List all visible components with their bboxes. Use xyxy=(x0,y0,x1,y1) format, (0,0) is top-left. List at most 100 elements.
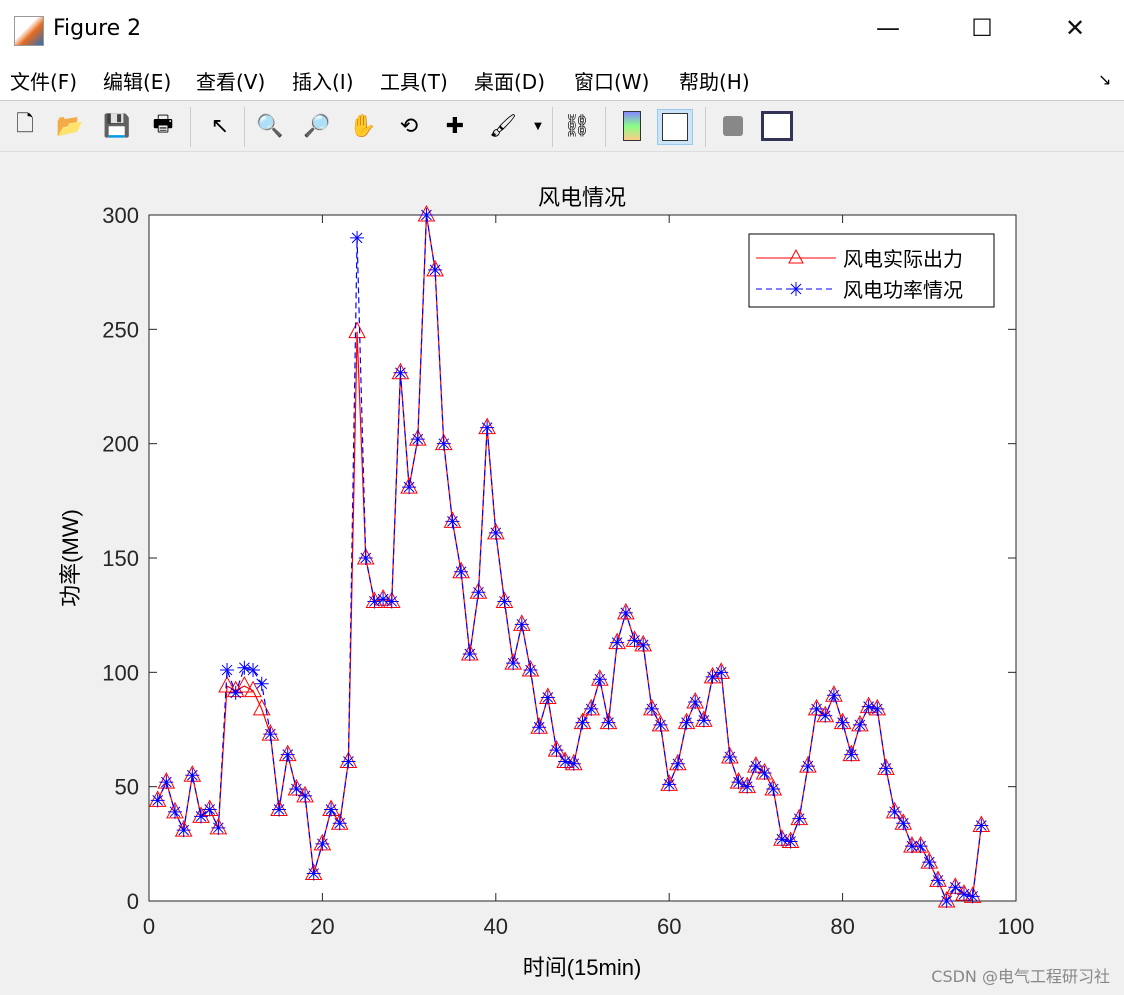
triangle-marker xyxy=(235,675,254,693)
maximize-button[interactable]: ☐ xyxy=(971,14,993,42)
asterisk-marker xyxy=(696,713,711,728)
zoom-out-icon[interactable]: 🔎 xyxy=(303,113,331,139)
show-plot-tools-icon[interactable] xyxy=(760,109,794,143)
asterisk-marker xyxy=(402,480,417,495)
menu-edit[interactable]: 编辑(E) xyxy=(103,70,172,94)
data-cursor-icon[interactable]: ✚ xyxy=(445,113,465,139)
menu-tools[interactable]: 工具(T) xyxy=(380,70,448,94)
asterisk-marker xyxy=(722,749,737,764)
asterisk-marker xyxy=(861,699,876,714)
asterisk-marker xyxy=(826,688,841,703)
x-tick-label: 60 xyxy=(657,914,681,939)
menu-window[interactable]: 窗口(W) xyxy=(574,70,650,94)
legend-icon[interactable] xyxy=(657,109,693,145)
series-line-power xyxy=(157,214,982,903)
asterisk-marker xyxy=(176,823,191,838)
asterisk-marker xyxy=(211,820,226,835)
menu-file[interactable]: 文件(F) xyxy=(10,70,78,94)
legend: 风电实际出力 风电功率情况 xyxy=(748,233,995,308)
asterisk-marker xyxy=(670,756,685,771)
asterisk-marker xyxy=(298,788,313,803)
asterisk-marker xyxy=(965,889,980,904)
chart-title: 风电情况 xyxy=(538,185,626,210)
asterisk-marker xyxy=(289,781,304,796)
asterisk-marker xyxy=(800,759,815,774)
asterisk-marker xyxy=(653,717,668,732)
pointer-icon[interactable]: ↖ xyxy=(210,113,230,139)
y-tick-label: 50 xyxy=(115,775,139,800)
menu-view[interactable]: 查看(V) xyxy=(196,70,266,94)
zoom-in-icon[interactable]: 🔍 xyxy=(256,113,284,139)
asterisk-marker xyxy=(350,230,365,245)
asterisk-marker xyxy=(454,564,469,579)
asterisk-marker xyxy=(523,663,538,678)
hide-plot-tools-icon[interactable] xyxy=(716,109,750,143)
triangle-marker xyxy=(252,698,271,716)
rotate-icon[interactable]: ⟲ xyxy=(399,113,419,139)
asterisk-marker xyxy=(332,816,347,831)
asterisk-marker xyxy=(410,432,425,447)
asterisk-marker xyxy=(939,894,954,908)
asterisk-marker xyxy=(514,617,529,632)
dock-icon[interactable]: ↘ xyxy=(1098,70,1112,89)
asterisk-marker xyxy=(974,818,989,833)
triangle-marker xyxy=(348,321,366,339)
menu-insert[interactable]: 插入(I) xyxy=(292,70,354,94)
asterisk-marker xyxy=(462,647,477,662)
open-icon[interactable]: 📂 xyxy=(56,113,84,139)
asterisk-marker xyxy=(358,551,373,565)
asterisk-marker xyxy=(809,701,824,716)
asterisk-marker xyxy=(618,605,633,620)
asterisk-marker xyxy=(280,747,295,762)
asterisk-marker xyxy=(844,747,859,762)
asterisk-marker xyxy=(757,765,772,780)
asterisk-marker xyxy=(436,436,451,451)
asterisk-marker xyxy=(774,832,789,847)
asterisk-marker xyxy=(558,754,573,769)
link-icon[interactable]: ⛓ xyxy=(563,113,591,139)
asterisk-marker xyxy=(766,781,781,796)
brush-dropdown-icon[interactable]: ▼ xyxy=(534,120,542,132)
asterisk-marker xyxy=(254,676,269,691)
title-bar: Figure 2 — ☐ ✕ xyxy=(0,0,1124,56)
colorbar-icon[interactable] xyxy=(615,109,649,143)
asterisk-marker xyxy=(341,754,356,769)
brush-icon[interactable]: 🖌 xyxy=(489,113,517,139)
menu-bar: 文件(F) 编辑(E) 查看(V) 插入(I) 工具(T) 桌面(D) 窗口(W… xyxy=(0,56,1124,101)
x-tick-label: 0 xyxy=(143,914,155,939)
asterisk-marker xyxy=(740,779,755,794)
asterisk-marker xyxy=(532,720,547,735)
minimize-button[interactable]: — xyxy=(876,14,900,42)
y-tick-label: 200 xyxy=(102,432,139,457)
pan-icon[interactable]: ✋ xyxy=(349,113,377,139)
window-title: Figure 2 xyxy=(53,16,142,41)
legend-triangle-icon xyxy=(788,248,804,264)
asterisk-marker xyxy=(887,804,902,819)
asterisk-marker xyxy=(376,592,391,607)
triangle-marker xyxy=(244,680,262,698)
y-tick-label: 300 xyxy=(102,203,139,228)
y-tick-label: 250 xyxy=(102,317,139,342)
triangle-marker xyxy=(218,675,236,693)
legend-label-power: 风电功率情况 xyxy=(843,279,963,302)
asterisk-marker xyxy=(202,802,217,817)
asterisk-marker xyxy=(159,775,174,790)
close-button[interactable]: ✕ xyxy=(1064,14,1086,42)
new-icon[interactable]: 🗋 xyxy=(16,112,34,137)
y-axis-label: 功率(MW) xyxy=(58,509,83,607)
menu-desktop[interactable]: 桌面(D) xyxy=(474,70,546,94)
x-axis-label: 时间(15min) xyxy=(523,955,642,980)
asterisk-marker xyxy=(627,633,642,648)
save-icon[interactable]: 💾 xyxy=(103,113,131,139)
menu-help[interactable]: 帮助(H) xyxy=(679,70,750,94)
asterisk-marker xyxy=(419,208,434,222)
asterisk-marker xyxy=(644,701,659,716)
plot-area: 0 20 40 60 80 100 0 50 100 150 200 250 300 xyxy=(102,203,1034,939)
print-icon[interactable]: 🖶 xyxy=(152,112,174,137)
asterisk-marker xyxy=(904,839,919,854)
asterisk-marker xyxy=(228,685,243,700)
asterisk-marker xyxy=(575,715,590,730)
asterisk-marker xyxy=(783,834,798,849)
asterisk-marker xyxy=(506,656,521,671)
axes-box xyxy=(148,214,1017,902)
